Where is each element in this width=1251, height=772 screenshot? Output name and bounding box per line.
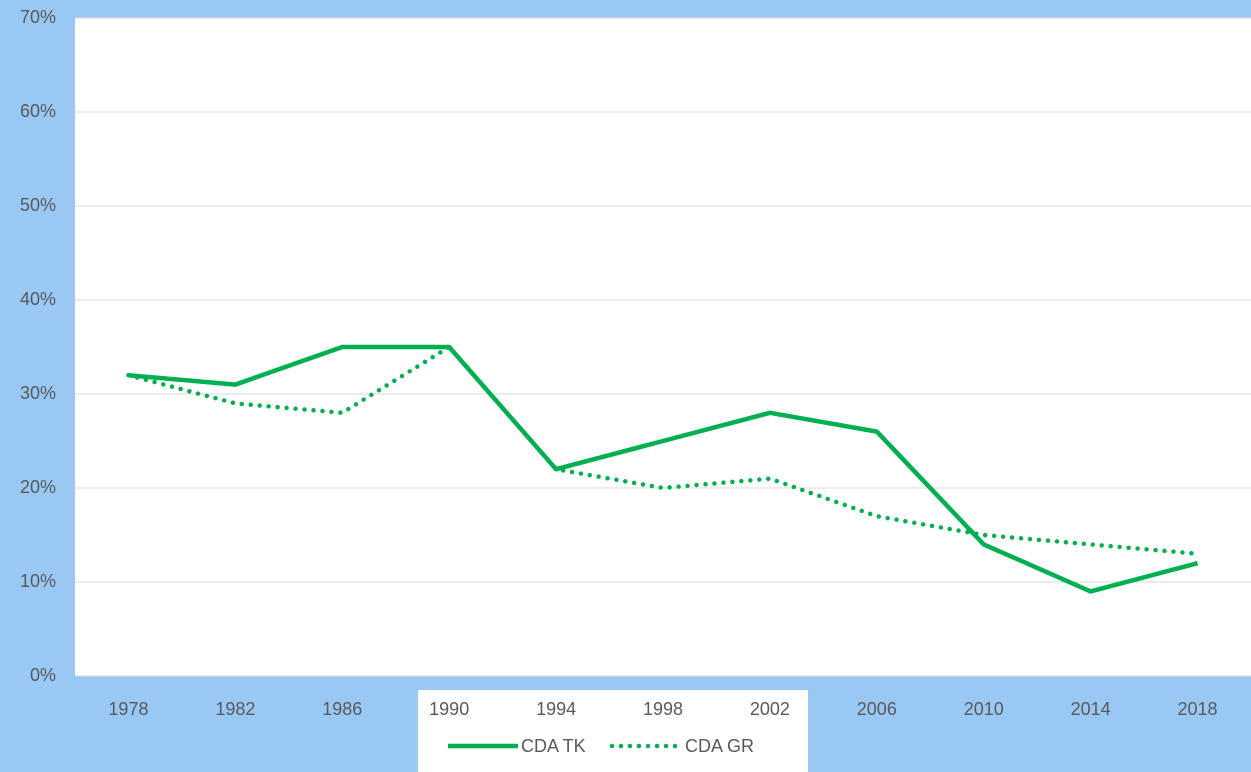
plot-area xyxy=(75,18,1251,676)
y-tick-label: 50% xyxy=(20,195,56,215)
series-line xyxy=(128,344,1199,594)
x-tick-label: 2010 xyxy=(964,699,1004,719)
y-tick-label: 30% xyxy=(20,383,56,403)
x-tick-label: 1982 xyxy=(215,699,255,719)
legend xyxy=(418,690,808,772)
y-tick-label: 40% xyxy=(20,289,56,309)
series-line xyxy=(126,344,1200,557)
x-tick-label: 1994 xyxy=(536,699,576,719)
x-tick-label: 2002 xyxy=(750,699,790,719)
legend-label: CDA GR xyxy=(685,736,754,756)
y-tick-label: 10% xyxy=(20,571,56,591)
x-tick-label: 2006 xyxy=(857,699,897,719)
x-tick-label: 1990 xyxy=(429,699,469,719)
x-tick-label: 2018 xyxy=(1178,699,1218,719)
x-tick-label: 1986 xyxy=(322,699,362,719)
x-tick-label: 1978 xyxy=(108,699,148,719)
x-tick-label: 1998 xyxy=(643,699,683,719)
y-tick-label: 60% xyxy=(20,101,56,121)
x-tick-label: 2014 xyxy=(1071,699,1111,719)
y-tick-label: 20% xyxy=(20,477,56,497)
y-tick-label: 0% xyxy=(30,665,56,685)
y-tick-label: 70% xyxy=(20,7,56,27)
legend-label: CDA TK xyxy=(521,736,586,756)
